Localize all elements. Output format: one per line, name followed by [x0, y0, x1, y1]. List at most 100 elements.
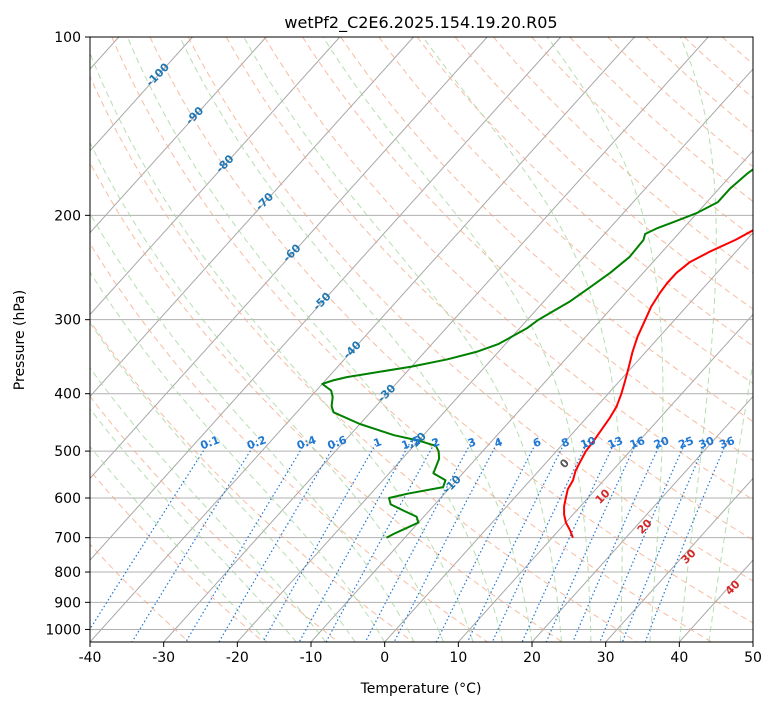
mixing-ratio-line [325, 440, 437, 642]
dry-adiabat-line [493, 37, 753, 274]
mixing-ratio-line [491, 440, 589, 642]
x-tick-label: 10 [449, 650, 467, 666]
y-tick-label: 700 [54, 531, 81, 547]
moist-adiabat-line [90, 141, 445, 642]
moist-adiabat-line [422, 37, 623, 642]
x-tick-label: 0 [380, 650, 389, 666]
dry-adiabat-label: 0 [557, 456, 572, 471]
isotherm-line [90, 37, 635, 642]
dry-adiabat-line [378, 37, 753, 384]
dry-adiabat-line [90, 75, 638, 642]
moist-adiabat-line [90, 407, 297, 642]
dry-adiabat-label: 20 [635, 516, 655, 536]
mixing-ratio-label: 1.5 [400, 433, 423, 452]
moist-adiabat-line [90, 212, 415, 642]
moist-adiabat-line [708, 359, 753, 642]
dry-adiabat-line [225, 37, 753, 541]
dry-adiabat-line [90, 242, 488, 642]
isotherm-line [90, 37, 414, 398]
mixing-ratio-label: 2 [430, 435, 442, 450]
mixing-ratio-line [599, 440, 687, 642]
isotherm-line [90, 37, 488, 480]
dry-adiabat-line [90, 469, 264, 642]
mixing-ratio-line [521, 440, 617, 642]
y-tick-label: 100 [54, 30, 81, 46]
moist-adiabat-line [90, 445, 268, 642]
isotherm-line [752, 641, 753, 642]
moist-adiabat-line [90, 51, 474, 642]
dry-adiabat-line [111, 37, 712, 642]
moist-adiabat-line [90, 322, 356, 642]
dry-adiabat-line [264, 37, 753, 501]
isotherm-line [531, 395, 753, 642]
mixing-ratio-label: 4 [493, 435, 505, 450]
y-axis-label: Pressure (hPa) [12, 290, 28, 390]
x-tick-label: -40 [79, 650, 102, 666]
isotherm-line [90, 37, 193, 152]
dry-adiabat-line [454, 37, 753, 310]
mixing-ratio-line [644, 440, 728, 642]
mixing-ratio-label: 13 [606, 434, 625, 451]
mixing-ratio-line [435, 440, 538, 642]
dry-adiabat-line [531, 37, 753, 238]
mixing-ratio-label: 10 [579, 434, 598, 452]
dry-adiabat-line [90, 395, 339, 642]
y-tick-label: 900 [54, 595, 81, 611]
y-tick-label: 800 [54, 565, 81, 581]
mixing-ratio-label: 30 [697, 434, 716, 452]
dry-adiabat-label: 30 [679, 546, 699, 566]
isotherm-line [90, 37, 341, 316]
mixing-ratio-line [393, 440, 500, 642]
x-axis-label: Temperature (°C) [360, 681, 482, 697]
y-tick-label: 500 [54, 444, 81, 460]
y-tick-label: 600 [54, 491, 81, 507]
isotherm-line [163, 37, 709, 642]
dry-adiabat-line [90, 543, 190, 642]
isotherm-line [236, 68, 753, 642]
mixing-ratio-line [262, 440, 379, 642]
moist-adiabat-line [126, 37, 503, 642]
x-tick-label: -30 [152, 650, 175, 666]
dry-adiabat-line [90, 320, 414, 642]
mixing-ratio-line [466, 440, 567, 642]
y-tick-label: 1000 [45, 622, 81, 638]
mixing-ratio-label: 36 [718, 434, 737, 452]
axes-layer: -40 -30 -20 -10 0 10 20 30 40 5010020030040050060… [45, 30, 762, 666]
dry-adiabat-line [683, 37, 753, 99]
mixing-ratio-label: 8 [560, 435, 572, 450]
mixing-ratio-label: 0.2 [245, 433, 268, 452]
isotherm-line [605, 477, 753, 642]
mixing-ratio-line [298, 440, 412, 642]
dry-adiabat-line [645, 37, 753, 133]
x-tick-label: -20 [226, 650, 249, 666]
x-tick-label: 40 [670, 650, 688, 666]
grid-layer [90, 37, 775, 642]
moist-adiabat-line [179, 37, 533, 642]
mixing-ratio-label: 1 [372, 435, 384, 450]
mixing-ratio-label: 0.1 [199, 433, 222, 452]
isotherm-line [90, 37, 267, 234]
mixing-ratio-line [621, 440, 708, 642]
mixing-ratio-label: 0.4 [295, 433, 318, 452]
mixing-ratio-label: 6 [531, 435, 543, 450]
plot-frame [89, 36, 754, 643]
isotherm-line [90, 37, 562, 561]
temperature-profile-line [563, 229, 753, 539]
x-tick-label: 30 [597, 650, 615, 666]
dry-adiabat-line [187, 37, 753, 582]
line-label-layer: -100-90-80-70-60-50-40-30-20-10010203040… [143, 60, 742, 597]
y-tick-label: 400 [54, 387, 81, 403]
data-layer [321, 168, 753, 539]
dry-adiabat-line [761, 37, 775, 642]
moist-adiabat-line [678, 37, 717, 642]
dry-adiabat-line [569, 37, 753, 203]
y-tick-label: 300 [54, 313, 81, 329]
x-tick-label: -10 [300, 650, 323, 666]
mixing-ratio-label: 25 [677, 434, 696, 451]
mixing-ratio-line [545, 440, 639, 642]
mixing-ratio-label: 0.6 [326, 433, 349, 452]
dry-adiabat-line [149, 37, 753, 624]
dry-adiabat-line [416, 37, 753, 347]
dry-adiabat-line [302, 37, 753, 461]
